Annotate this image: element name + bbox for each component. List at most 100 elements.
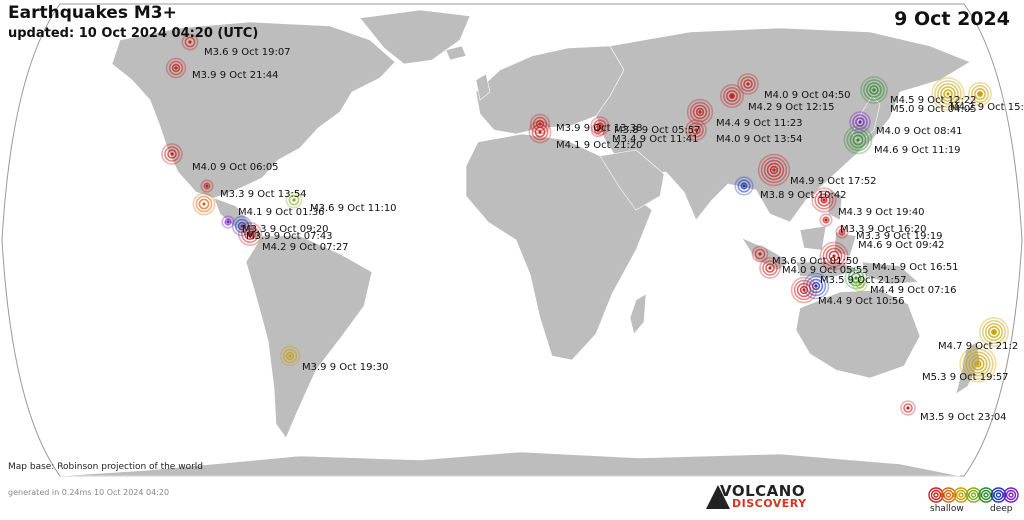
quake-marker[interactable]: [161, 143, 183, 165]
quake-label: M3.9 9 Oct 07:43: [246, 231, 333, 242]
quake-marker[interactable]: [165, 57, 187, 79]
volcano-icon: [706, 485, 730, 509]
quake-ring: [822, 216, 830, 224]
quake-center: [248, 232, 252, 236]
quake-marker[interactable]: [757, 153, 791, 187]
quake-ring: [740, 76, 756, 92]
quake-ring: [740, 182, 748, 190]
quake-ring: [689, 101, 711, 123]
quake-ring: [722, 87, 741, 106]
quake-label: M5.0 9 Oct 04:05: [890, 104, 977, 115]
legend-deep-label: deep: [990, 504, 1013, 514]
quake-label: M3.5 9 Oct 21:57: [820, 275, 907, 286]
quake-ring: [940, 86, 956, 102]
quake-marker[interactable]: [285, 191, 303, 209]
quake-marker[interactable]: [790, 276, 818, 304]
quake-center: [856, 138, 860, 142]
quake-marker[interactable]: [967, 82, 992, 107]
quake-marker[interactable]: [819, 241, 849, 271]
quake-ring: [237, 221, 247, 231]
depth-legend: shallow deep: [928, 486, 1020, 516]
quake-center: [832, 254, 836, 258]
quake-ring: [241, 225, 260, 244]
quake-ring: [790, 276, 818, 304]
quake-marker[interactable]: [737, 73, 759, 95]
quake-marker[interactable]: [685, 119, 707, 141]
quake-marker[interactable]: [835, 225, 849, 239]
quake-label: M4.9 9 Oct 17:52: [790, 176, 877, 187]
quake-marker[interactable]: [192, 192, 216, 216]
quake-ring: [279, 345, 301, 367]
quake-center: [202, 202, 206, 206]
quake-center: [802, 288, 806, 292]
quake-label: M4.4 9 Oct 07:16: [870, 285, 957, 296]
quake-label: M3.3 9 Oct 09:20: [242, 224, 329, 235]
quake-center: [730, 94, 734, 98]
quake-marker[interactable]: [221, 215, 235, 229]
quake-ring: [844, 266, 868, 290]
legend-ring: [953, 487, 969, 503]
quake-ring: [181, 33, 199, 51]
legend-ring: [940, 487, 957, 503]
quake-marker[interactable]: [719, 84, 744, 109]
quake-marker[interactable]: [238, 222, 263, 247]
quake-marker[interactable]: [852, 276, 868, 292]
volcano-discovery-logo[interactable]: VOLCANO DISCOVERY: [706, 482, 826, 512]
quake-label: M4.2 9 Oct 12:15: [748, 102, 835, 113]
quake-center: [292, 198, 296, 202]
map-date: 9 Oct 2024: [894, 8, 1010, 30]
quake-ring: [965, 351, 991, 377]
quake-ring: [534, 126, 546, 138]
legend-ring: [933, 492, 939, 498]
quake-center: [978, 92, 982, 96]
quake-label: M4.1 9 Oct 21:20: [556, 140, 643, 151]
quake-ring: [843, 125, 873, 155]
quake-ring: [974, 360, 982, 368]
quake-marker[interactable]: [819, 213, 833, 227]
quake-label: M4.1 9 Oct 01:36: [238, 207, 325, 218]
quake-label: M3.3 9 Oct 13:54: [220, 189, 307, 200]
quake-center: [288, 354, 292, 358]
quake-ring: [528, 120, 552, 144]
quake-ring: [934, 80, 962, 108]
quake-marker[interactable]: [734, 176, 754, 196]
quake-center: [976, 362, 980, 366]
legend-ring: [1008, 492, 1014, 498]
quake-ring: [852, 276, 868, 292]
quake-marker[interactable]: [759, 257, 781, 279]
quake-marker[interactable]: [200, 179, 214, 193]
quake-marker[interactable]: [279, 345, 301, 367]
quake-label: M4.3 9 Oct 19:40: [838, 207, 925, 218]
quake-ring: [743, 79, 753, 89]
quake-marker[interactable]: [900, 400, 916, 416]
quake-marker[interactable]: [959, 345, 997, 383]
quake-marker[interactable]: [811, 187, 837, 213]
quake-ring: [838, 228, 846, 236]
quake-ring: [866, 82, 882, 98]
quake-marker[interactable]: [751, 245, 769, 263]
quake-ring: [685, 119, 707, 141]
quake-ring: [285, 191, 303, 209]
logo-line-1: VOLCANO: [720, 482, 806, 500]
quake-label: M3.3 9 Oct 19:19: [856, 231, 943, 242]
quake-ring: [793, 279, 815, 301]
earthquake-labels: M3.6 9 Oct 19:07 M3.9 9 Oct 21:44 M4.0 9 O…: [192, 47, 1024, 423]
quake-marker[interactable]: [528, 120, 552, 144]
quake-ring: [168, 60, 184, 76]
quake-label: M3.5 9 Oct 23:04: [920, 412, 1007, 423]
quake-label: M3.4 9 Oct 11:41: [612, 134, 699, 145]
legend-ring: [980, 489, 992, 501]
quake-marker[interactable]: [590, 122, 606, 138]
quake-ring: [967, 82, 992, 107]
quake-marker[interactable]: [843, 125, 873, 155]
land-antarctica: [59, 451, 961, 477]
legend-shallow-label: shallow: [930, 504, 964, 514]
quake-ring: [161, 143, 183, 165]
quake-marker[interactable]: [860, 76, 888, 104]
quake-marker[interactable]: [931, 77, 965, 111]
quake-marker[interactable]: [181, 33, 199, 51]
quake-ring: [719, 84, 744, 109]
quake-marker[interactable]: [978, 316, 1009, 347]
land-australia: [795, 289, 921, 379]
quake-center: [596, 128, 600, 132]
